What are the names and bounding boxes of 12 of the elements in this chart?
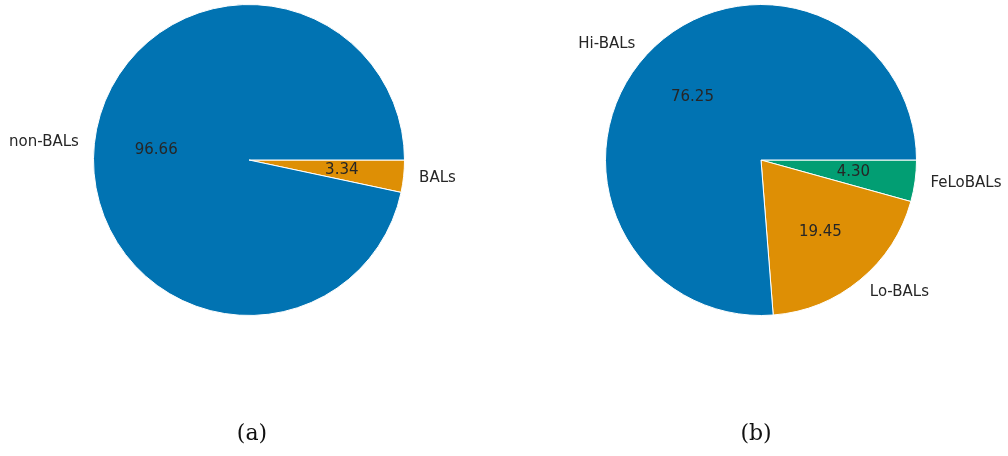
data-label: 76.25 <box>671 86 714 105</box>
data-label: 3.34 <box>325 159 359 178</box>
text: (b) <box>739 420 773 445</box>
slice-label: non-BALs <box>9 131 80 150</box>
data-label: 4.30 <box>836 162 871 181</box>
text: (a) <box>235 420 269 445</box>
slice-label: BALs <box>419 167 457 186</box>
slice-label: FeLoBALs <box>930 172 1002 191</box>
data-label: 96.66 <box>134 140 178 159</box>
data-label: 19.45 <box>798 221 842 240</box>
slice-label: Lo-BALs <box>869 281 930 300</box>
slice-label: Hi-BALs <box>578 33 636 52</box>
